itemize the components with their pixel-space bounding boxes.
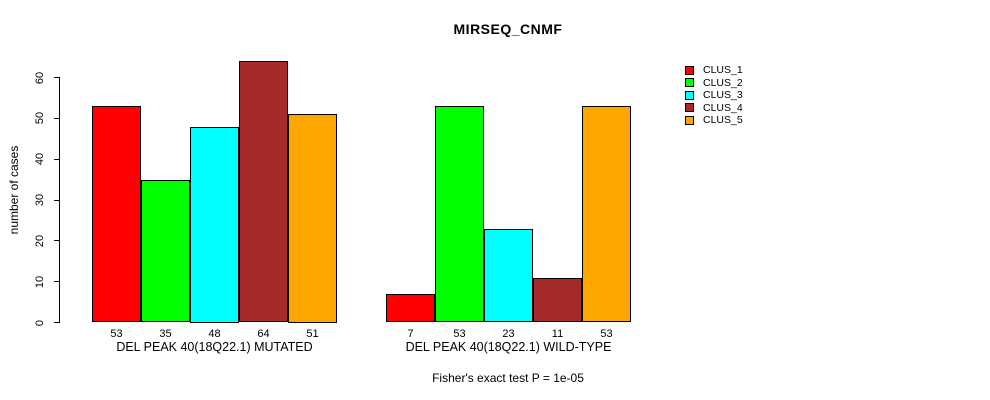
bar-clus_4 bbox=[239, 61, 288, 323]
legend-item-clus_4: CLUS_4 bbox=[685, 102, 743, 114]
legend-label: CLUS_5 bbox=[703, 114, 743, 126]
group-label-mutated: DEL PEAK 40(18Q22.1) MUTATED bbox=[116, 340, 313, 354]
bar-clus_3 bbox=[484, 228, 533, 323]
bar-value-label: 51 bbox=[306, 328, 319, 340]
bar-value-label: 23 bbox=[502, 328, 515, 340]
legend-swatch bbox=[685, 103, 694, 112]
group-label-wild-type: DEL PEAK 40(18Q22.1) WILD-TYPE bbox=[405, 340, 612, 354]
legend-item-clus_2: CLUS_2 bbox=[685, 77, 743, 89]
bar-value-label: 11 bbox=[551, 328, 564, 340]
bar-value-label: 53 bbox=[600, 328, 613, 340]
legend-swatch bbox=[685, 78, 694, 87]
bar-clus_5 bbox=[582, 106, 631, 323]
legend-label: CLUS_2 bbox=[703, 76, 743, 89]
y-tick-mark bbox=[54, 199, 60, 201]
y-tick-mark bbox=[54, 117, 60, 119]
bar-clus_1 bbox=[92, 106, 141, 323]
bar-value-label: 7 bbox=[407, 328, 414, 340]
bar-value-label: 53 bbox=[110, 328, 123, 340]
y-tick-mark bbox=[54, 281, 60, 283]
y-tick-mark bbox=[54, 158, 60, 160]
legend-item-clus_5: CLUS_5 bbox=[685, 114, 743, 126]
bar-clus_3 bbox=[190, 126, 239, 323]
bar-clus_2 bbox=[141, 179, 190, 323]
bar-clus_2 bbox=[435, 106, 484, 323]
legend-item-clus_1: CLUS_1 bbox=[685, 64, 743, 76]
bar-value-label: 53 bbox=[453, 328, 466, 340]
bar-clus_5 bbox=[288, 114, 337, 323]
bar-value-label: 64 bbox=[257, 328, 270, 340]
legend-label: CLUS_4 bbox=[703, 101, 743, 114]
y-tick-mark bbox=[54, 240, 60, 242]
y-tick-mark bbox=[54, 77, 60, 78]
legend-swatch bbox=[685, 115, 694, 125]
legend-label: CLUS_1 bbox=[703, 64, 743, 76]
fisher-test-footnote: Fisher's exact test P = 1e-05 bbox=[432, 371, 584, 385]
legend-item-clus_3: CLUS_3 bbox=[685, 89, 743, 101]
bar-clus_1 bbox=[386, 293, 435, 323]
bar-clus_4 bbox=[533, 277, 582, 323]
chart-title: MIRSEQ_CNMF bbox=[453, 21, 563, 37]
legend-swatch bbox=[685, 90, 694, 100]
legend-label: CLUS_3 bbox=[703, 89, 743, 101]
y-tick-mark bbox=[54, 322, 60, 323]
legend-swatch bbox=[685, 65, 694, 75]
bar-value-label: 35 bbox=[159, 328, 172, 340]
bar-value-label: 48 bbox=[208, 328, 221, 340]
